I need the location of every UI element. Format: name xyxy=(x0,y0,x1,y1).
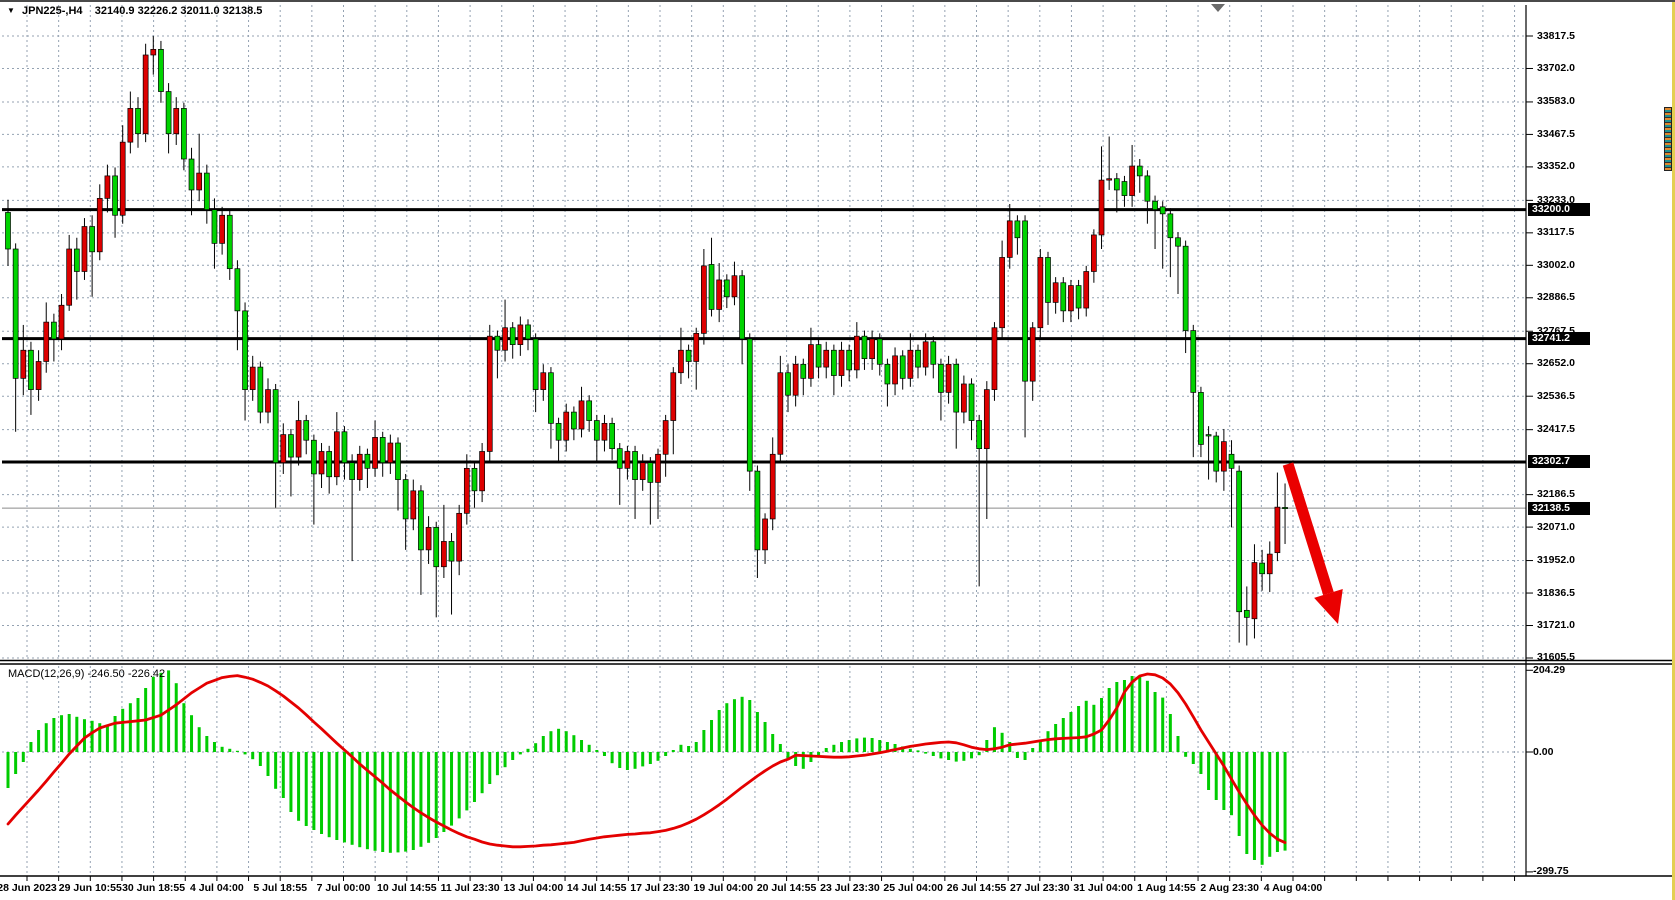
time-axis-label[interactable]: 7 Jul 00:00 xyxy=(316,882,371,894)
price-axis-label[interactable]: 32652.0 xyxy=(1537,357,1575,370)
time-axis-label[interactable]: 29 Jun 10:55 xyxy=(58,882,122,894)
time-axis-label[interactable]: 4 Aug 04:00 xyxy=(1263,882,1323,894)
price-axis-label[interactable]: 31952.0 xyxy=(1537,554,1575,567)
last-bar-ohlc-label: 32140.9 32226.2 32011.0 32138.5 xyxy=(94,5,263,17)
chart-shift-marker-icon[interactable] xyxy=(1211,4,1225,12)
time-axis-label[interactable]: 1 Aug 14:55 xyxy=(1137,882,1196,894)
price-axis-label[interactable]: 33702.0 xyxy=(1537,61,1575,74)
macd-axis-label[interactable]: -299.75 xyxy=(1533,865,1569,878)
price-level-badge: 32741.2 xyxy=(1528,332,1590,346)
price-axis-label[interactable]: 31721.0 xyxy=(1537,619,1575,632)
price-axis-label[interactable]: 33817.5 xyxy=(1537,29,1575,42)
time-axis-label[interactable]: 11 Jul 23:30 xyxy=(440,882,500,894)
price-axis-label[interactable]: 32071.0 xyxy=(1537,520,1575,533)
time-axis-label[interactable]: 10 Jul 14:55 xyxy=(377,882,437,894)
time-axis-label[interactable]: 31 Jul 04:00 xyxy=(1073,882,1133,894)
time-axis-label[interactable]: 25 Jul 04:00 xyxy=(883,882,943,894)
time-axis-label[interactable]: 2 Aug 23:30 xyxy=(1200,882,1259,894)
time-axis-label[interactable]: 19 Jul 04:00 xyxy=(693,882,754,894)
macd-axis-label[interactable]: 204.29 xyxy=(1533,663,1566,676)
price-axis-label[interactable]: 31836.5 xyxy=(1537,586,1575,599)
time-axis-label[interactable]: 4 Jul 04:00 xyxy=(190,882,244,894)
price-axis-label[interactable]: 33583.0 xyxy=(1537,95,1575,108)
price-axis-label[interactable]: 32536.5 xyxy=(1537,389,1575,402)
price-axis-label[interactable]: 33467.5 xyxy=(1537,127,1575,140)
price-axis-label[interactable]: 32417.5 xyxy=(1537,423,1575,436)
macd-axis-label[interactable]: 0.00 xyxy=(1533,745,1554,758)
time-axis-label[interactable]: 28 Jun 2023 xyxy=(0,882,57,894)
time-axis-label[interactable]: 5 Jul 18:55 xyxy=(253,882,308,894)
time-axis-label[interactable]: 26 Jul 14:55 xyxy=(946,882,1007,894)
price-axis-label[interactable]: 31605.5 xyxy=(1537,651,1575,664)
window-right-border xyxy=(1672,2,1675,900)
scrollbar-thumb[interactable] xyxy=(1664,107,1672,171)
time-axis-label[interactable]: 30 Jun 18:55 xyxy=(122,882,186,894)
current-price-badge: 32138.5 xyxy=(1528,501,1590,515)
time-axis-label[interactable]: 27 Jul 23:30 xyxy=(1010,882,1070,894)
time-axis-label[interactable]: 23 Jul 23:30 xyxy=(820,882,880,894)
time-axis-label[interactable]: 13 Jul 04:00 xyxy=(503,882,564,894)
price-axis-label[interactable]: 33352.0 xyxy=(1537,160,1575,173)
chart-title: ▼ JPN225-,H4 32140.9 32226.2 32011.0 321… xyxy=(7,5,262,17)
price-axis-label[interactable]: 32186.5 xyxy=(1537,488,1575,501)
symbol-timeframe-label: JPN225-,H4 xyxy=(21,5,83,17)
price-axis-label[interactable]: 33002.0 xyxy=(1537,258,1575,271)
price-axis-label[interactable]: 33233.0 xyxy=(1537,193,1575,206)
time-axis-label[interactable]: 20 Jul 14:55 xyxy=(756,882,817,894)
time-axis-label[interactable]: 17 Jul 23:30 xyxy=(630,882,690,894)
price-axis-label[interactable]: 32886.5 xyxy=(1537,291,1575,304)
macd-indicator-label: MACD(12,26,9) -246.50 -226.42 xyxy=(8,668,166,680)
time-axis-label[interactable]: 14 Jul 14:55 xyxy=(566,882,627,894)
price-axis-label[interactable]: 33117.5 xyxy=(1537,226,1575,239)
price-level-badge: 32302.7 xyxy=(1528,455,1590,469)
symbol-dropdown-icon[interactable]: ▼ xyxy=(7,6,15,15)
price-level-badge: 33200.0 xyxy=(1528,203,1590,217)
